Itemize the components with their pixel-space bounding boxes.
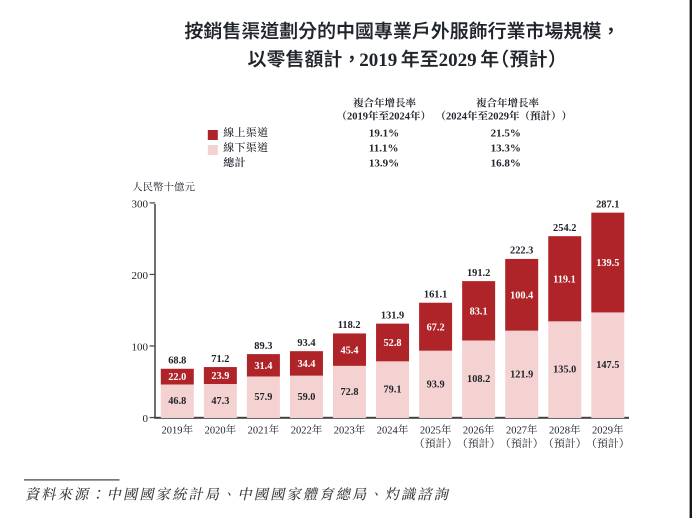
svg-text:22.0: 22.0 — [168, 372, 186, 383]
svg-text:2029: 2029 — [488, 112, 509, 123]
svg-text:21.5%: 21.5% — [491, 127, 521, 139]
svg-text:52.8: 52.8 — [384, 338, 402, 349]
svg-text:147.5: 147.5 — [596, 360, 619, 371]
svg-text:2025: 2025 — [420, 425, 441, 436]
svg-text:200: 200 — [132, 270, 149, 282]
svg-text:13.3%: 13.3% — [491, 142, 521, 154]
svg-text:47.3: 47.3 — [211, 396, 229, 407]
svg-text:83.1: 83.1 — [470, 306, 488, 317]
svg-text:59.0: 59.0 — [297, 392, 315, 403]
svg-text:67.2: 67.2 — [427, 322, 445, 333]
svg-text:79.1: 79.1 — [384, 385, 402, 396]
svg-text:13.9%: 13.9% — [369, 157, 399, 169]
svg-text:118.2: 118.2 — [338, 320, 361, 331]
svg-text:2023: 2023 — [334, 425, 355, 436]
svg-text:16.8%: 16.8% — [491, 157, 521, 169]
svg-text:2028: 2028 — [549, 425, 570, 436]
svg-text:34.4: 34.4 — [297, 359, 315, 370]
svg-text:46.8: 46.8 — [168, 396, 186, 407]
svg-text:2019: 2019 — [359, 50, 397, 71]
svg-text:135.0: 135.0 — [553, 365, 576, 376]
svg-text:2019: 2019 — [162, 425, 183, 436]
svg-text:2019: 2019 — [347, 112, 368, 123]
svg-text:93.9: 93.9 — [427, 379, 445, 390]
svg-text:2024: 2024 — [377, 425, 399, 436]
svg-text:2029: 2029 — [439, 50, 477, 71]
svg-text:2020: 2020 — [205, 425, 226, 436]
svg-text:100: 100 — [132, 341, 149, 353]
svg-text:121.9: 121.9 — [510, 369, 533, 380]
svg-text:2021: 2021 — [248, 425, 269, 436]
svg-text:2026: 2026 — [463, 425, 484, 436]
svg-text:300: 300 — [132, 198, 149, 210]
svg-text:93.4: 93.4 — [297, 338, 315, 349]
svg-text:108.2: 108.2 — [467, 374, 490, 385]
svg-text:119.1: 119.1 — [553, 274, 576, 285]
svg-text:89.3: 89.3 — [254, 341, 272, 352]
svg-text:222.3: 222.3 — [510, 246, 533, 257]
svg-text:57.9: 57.9 — [254, 392, 272, 403]
svg-text:19.1%: 19.1% — [369, 127, 399, 139]
svg-text:131.9: 131.9 — [381, 310, 404, 321]
svg-text:45.4: 45.4 — [340, 345, 358, 356]
svg-text:2029: 2029 — [592, 425, 613, 436]
svg-text:287.1: 287.1 — [596, 199, 619, 210]
svg-text:11.1%: 11.1% — [369, 142, 399, 154]
svg-text:68.8: 68.8 — [168, 355, 186, 366]
svg-text:139.5: 139.5 — [596, 258, 619, 269]
svg-text:161.1: 161.1 — [424, 289, 447, 300]
svg-text:71.2: 71.2 — [211, 354, 229, 365]
svg-text:2027: 2027 — [506, 425, 527, 436]
svg-text:2024: 2024 — [446, 112, 468, 123]
svg-text:23.9: 23.9 — [211, 371, 229, 382]
svg-text:72.8: 72.8 — [340, 387, 358, 398]
svg-text:0: 0 — [143, 413, 149, 425]
svg-text:31.4: 31.4 — [254, 361, 272, 372]
svg-text:100.4: 100.4 — [510, 290, 533, 301]
svg-text:2024: 2024 — [389, 112, 411, 123]
svg-text:191.2: 191.2 — [467, 268, 490, 279]
svg-text:2022: 2022 — [291, 425, 312, 436]
svg-text:254.2: 254.2 — [553, 223, 576, 234]
